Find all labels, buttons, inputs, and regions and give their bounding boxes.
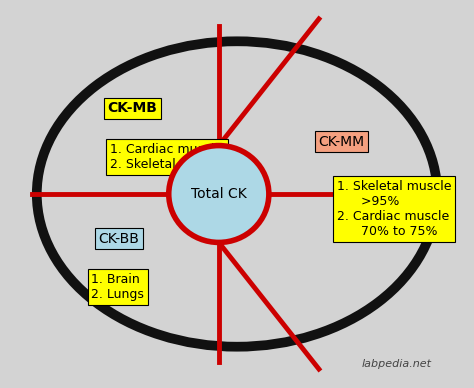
Text: 1. Brain
2. Lungs: 1. Brain 2. Lungs <box>91 273 144 301</box>
Text: CK-BB: CK-BB <box>98 232 139 246</box>
Text: 1. Skeletal muscle
      >95%
2. Cardiac muscle
      70% to 75%: 1. Skeletal muscle >95% 2. Cardiac muscl… <box>337 180 452 238</box>
Text: labpedia.net: labpedia.net <box>361 359 431 369</box>
Ellipse shape <box>37 41 437 347</box>
Text: Total CK: Total CK <box>191 187 246 201</box>
Ellipse shape <box>169 146 269 242</box>
Text: 1. Cardiac muscle
2. Skeletal muscle: 1. Cardiac muscle 2. Skeletal muscle <box>109 143 224 171</box>
Text: CK-MB: CK-MB <box>108 101 157 115</box>
Text: CK-MM: CK-MM <box>319 135 365 149</box>
